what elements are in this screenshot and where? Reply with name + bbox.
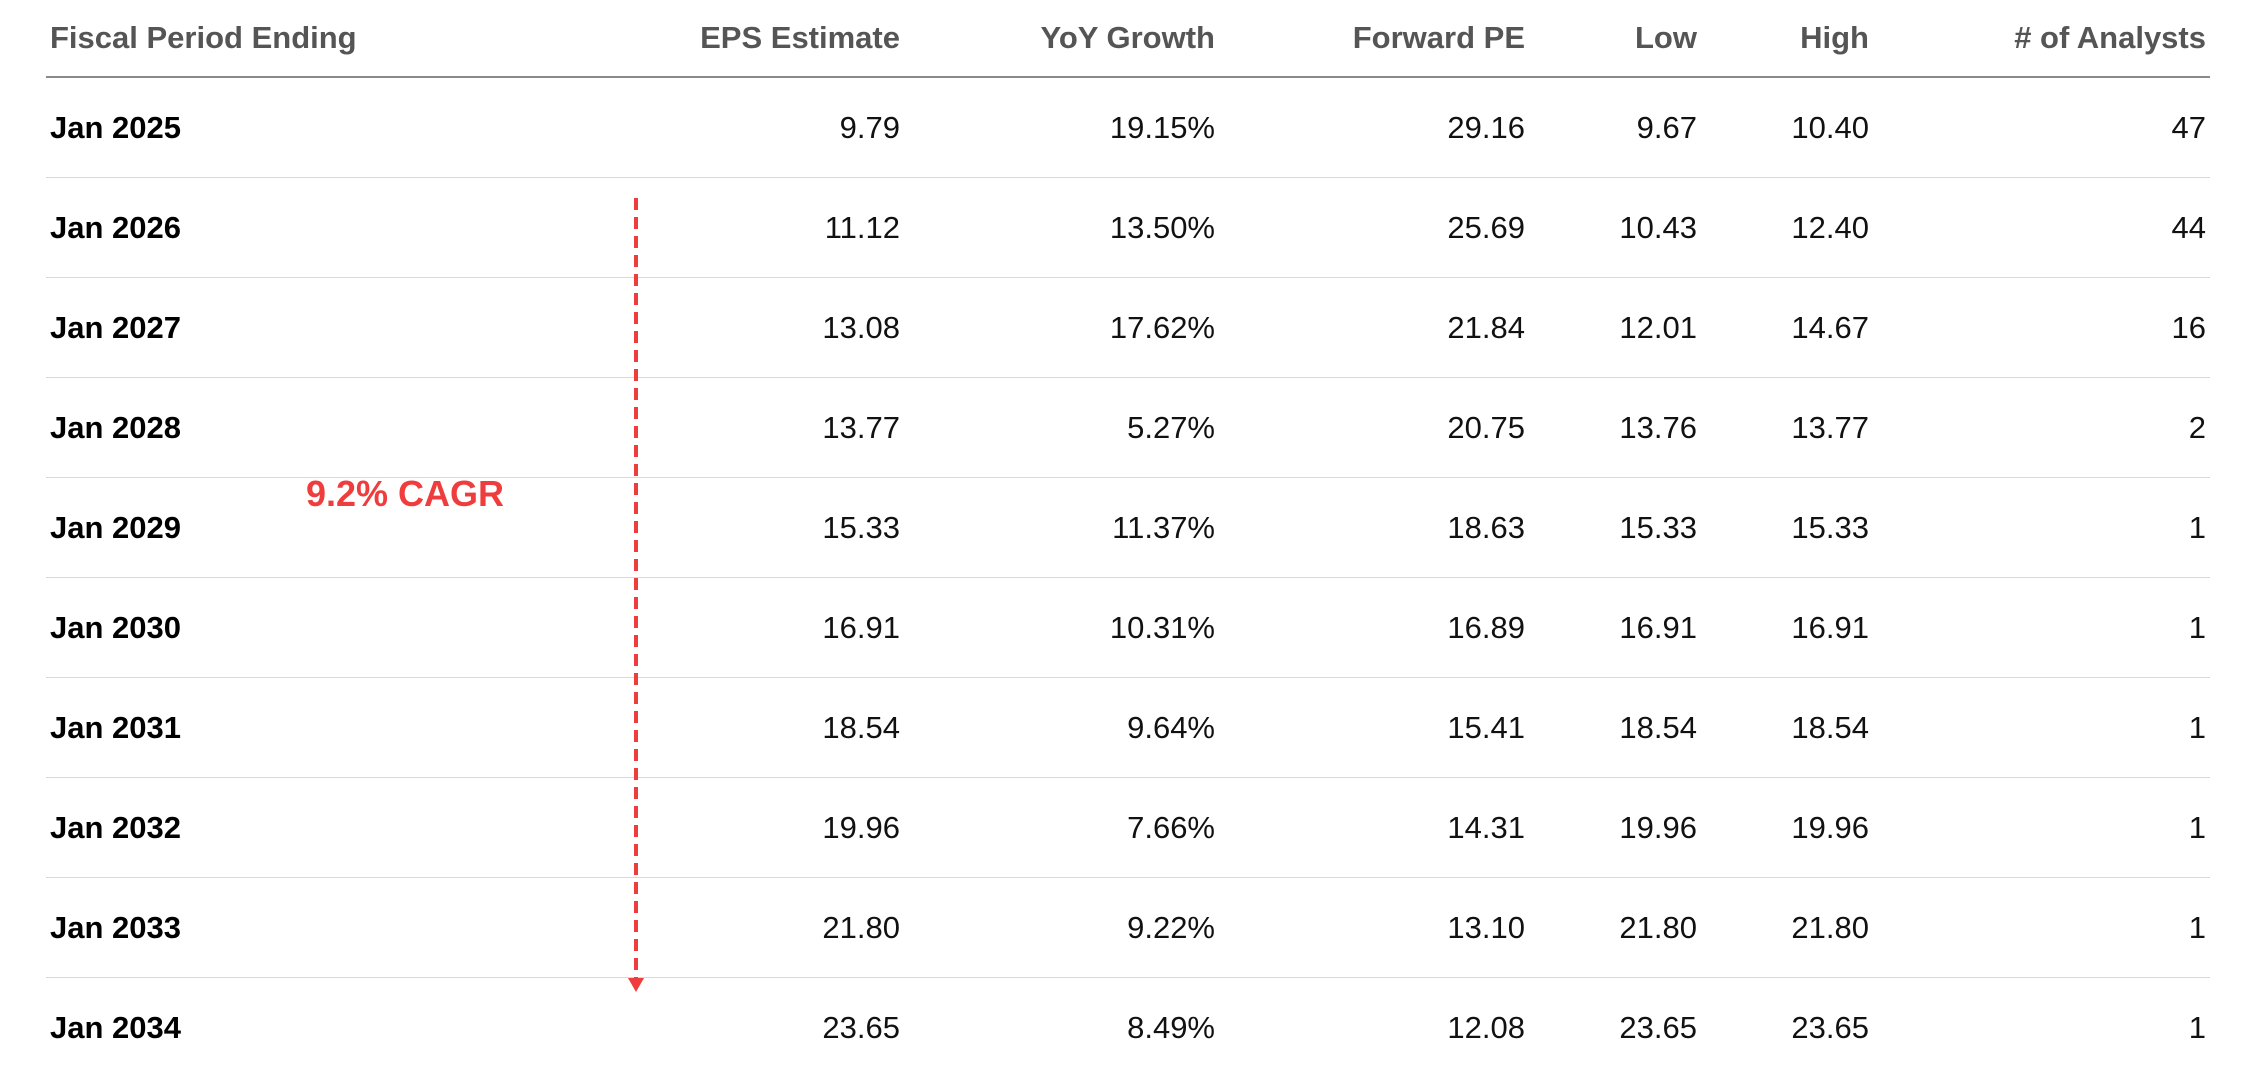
cell-pe: 14.31 <box>1219 778 1529 878</box>
cell-yoy: 19.15% <box>904 77 1219 178</box>
cell-high: 16.91 <box>1701 578 1873 678</box>
cell-pe: 12.08 <box>1219 978 1529 1077</box>
cell-analysts: 1 <box>1873 478 2210 578</box>
cell-low: 16.91 <box>1529 578 1701 678</box>
cell-eps: 18.54 <box>566 678 904 778</box>
cell-analysts: 1 <box>1873 978 2210 1077</box>
cell-period: Jan 2032 <box>46 778 566 878</box>
table-row: Jan 2027 13.08 17.62% 21.84 12.01 14.67 … <box>46 278 2210 378</box>
cell-eps: 11.12 <box>566 178 904 278</box>
cell-period: Jan 2025 <box>46 77 566 178</box>
cell-analysts: 16 <box>1873 278 2210 378</box>
cell-low: 10.43 <box>1529 178 1701 278</box>
cell-analysts: 44 <box>1873 178 2210 278</box>
cell-pe: 29.16 <box>1219 77 1529 178</box>
table-header-row: Fiscal Period Ending EPS Estimate YoY Gr… <box>46 0 2210 77</box>
cell-high: 14.67 <box>1701 278 1873 378</box>
table-row: Jan 2032 19.96 7.66% 14.31 19.96 19.96 1 <box>46 778 2210 878</box>
cell-yoy: 8.49% <box>904 978 1219 1077</box>
header-eps-estimate[interactable]: EPS Estimate <box>566 0 904 77</box>
cell-pe: 20.75 <box>1219 378 1529 478</box>
cell-pe: 16.89 <box>1219 578 1529 678</box>
cell-analysts: 47 <box>1873 77 2210 178</box>
header-high[interactable]: High <box>1701 0 1873 77</box>
header-low[interactable]: Low <box>1529 0 1701 77</box>
cell-eps: 13.08 <box>566 278 904 378</box>
table-row: Jan 2034 23.65 8.49% 12.08 23.65 23.65 1 <box>46 978 2210 1077</box>
cell-yoy: 10.31% <box>904 578 1219 678</box>
cell-eps: 16.91 <box>566 578 904 678</box>
cell-analysts: 1 <box>1873 778 2210 878</box>
cell-eps: 9.79 <box>566 77 904 178</box>
cell-yoy: 9.22% <box>904 878 1219 978</box>
cell-low: 23.65 <box>1529 978 1701 1077</box>
cell-eps: 21.80 <box>566 878 904 978</box>
cell-low: 9.67 <box>1529 77 1701 178</box>
table-row: Jan 2025 9.79 19.15% 29.16 9.67 10.40 47 <box>46 77 2210 178</box>
cell-low: 21.80 <box>1529 878 1701 978</box>
cell-period: Jan 2028 <box>46 378 566 478</box>
cell-analysts: 1 <box>1873 878 2210 978</box>
eps-estimates-table: Fiscal Period Ending EPS Estimate YoY Gr… <box>46 0 2210 1077</box>
cell-yoy: 9.64% <box>904 678 1219 778</box>
cell-low: 13.76 <box>1529 378 1701 478</box>
cell-pe: 18.63 <box>1219 478 1529 578</box>
cell-low: 15.33 <box>1529 478 1701 578</box>
cell-period: Jan 2031 <box>46 678 566 778</box>
cell-low: 12.01 <box>1529 278 1701 378</box>
cagr-annotation-label: 9.2% CAGR <box>306 473 504 515</box>
cell-yoy: 17.62% <box>904 278 1219 378</box>
eps-estimates-table-container: Fiscal Period Ending EPS Estimate YoY Gr… <box>46 0 2210 1077</box>
cell-period: Jan 2030 <box>46 578 566 678</box>
cell-yoy: 13.50% <box>904 178 1219 278</box>
cell-high: 18.54 <box>1701 678 1873 778</box>
table-row: Jan 2026 11.12 13.50% 25.69 10.43 12.40 … <box>46 178 2210 278</box>
cell-high: 10.40 <box>1701 77 1873 178</box>
header-forward-pe[interactable]: Forward PE <box>1219 0 1529 77</box>
cell-period: Jan 2034 <box>46 978 566 1077</box>
cell-eps: 23.65 <box>566 978 904 1077</box>
cell-pe: 25.69 <box>1219 178 1529 278</box>
cell-high: 15.33 <box>1701 478 1873 578</box>
cell-period: Jan 2033 <box>46 878 566 978</box>
cell-period: Jan 2027 <box>46 278 566 378</box>
cell-yoy: 5.27% <box>904 378 1219 478</box>
table-row: Jan 2031 18.54 9.64% 15.41 18.54 18.54 1 <box>46 678 2210 778</box>
cell-pe: 15.41 <box>1219 678 1529 778</box>
table-row: Jan 2028 13.77 5.27% 20.75 13.76 13.77 2 <box>46 378 2210 478</box>
cell-yoy: 11.37% <box>904 478 1219 578</box>
cell-pe: 13.10 <box>1219 878 1529 978</box>
cell-eps: 13.77 <box>566 378 904 478</box>
cell-yoy: 7.66% <box>904 778 1219 878</box>
cell-analysts: 1 <box>1873 578 2210 678</box>
header-fiscal-period[interactable]: Fiscal Period Ending <box>46 0 566 77</box>
cell-eps: 15.33 <box>566 478 904 578</box>
header-num-analysts[interactable]: # of Analysts <box>1873 0 2210 77</box>
cell-pe: 21.84 <box>1219 278 1529 378</box>
cell-high: 21.80 <box>1701 878 1873 978</box>
header-yoy-growth[interactable]: YoY Growth <box>904 0 1219 77</box>
cell-low: 18.54 <box>1529 678 1701 778</box>
table-row: Jan 2033 21.80 9.22% 13.10 21.80 21.80 1 <box>46 878 2210 978</box>
cell-high: 19.96 <box>1701 778 1873 878</box>
cell-high: 23.65 <box>1701 978 1873 1077</box>
cell-analysts: 1 <box>1873 678 2210 778</box>
cell-high: 12.40 <box>1701 178 1873 278</box>
cell-period: Jan 2026 <box>46 178 566 278</box>
cell-analysts: 2 <box>1873 378 2210 478</box>
cell-eps: 19.96 <box>566 778 904 878</box>
cell-low: 19.96 <box>1529 778 1701 878</box>
cell-high: 13.77 <box>1701 378 1873 478</box>
table-row: Jan 2030 16.91 10.31% 16.89 16.91 16.91 … <box>46 578 2210 678</box>
